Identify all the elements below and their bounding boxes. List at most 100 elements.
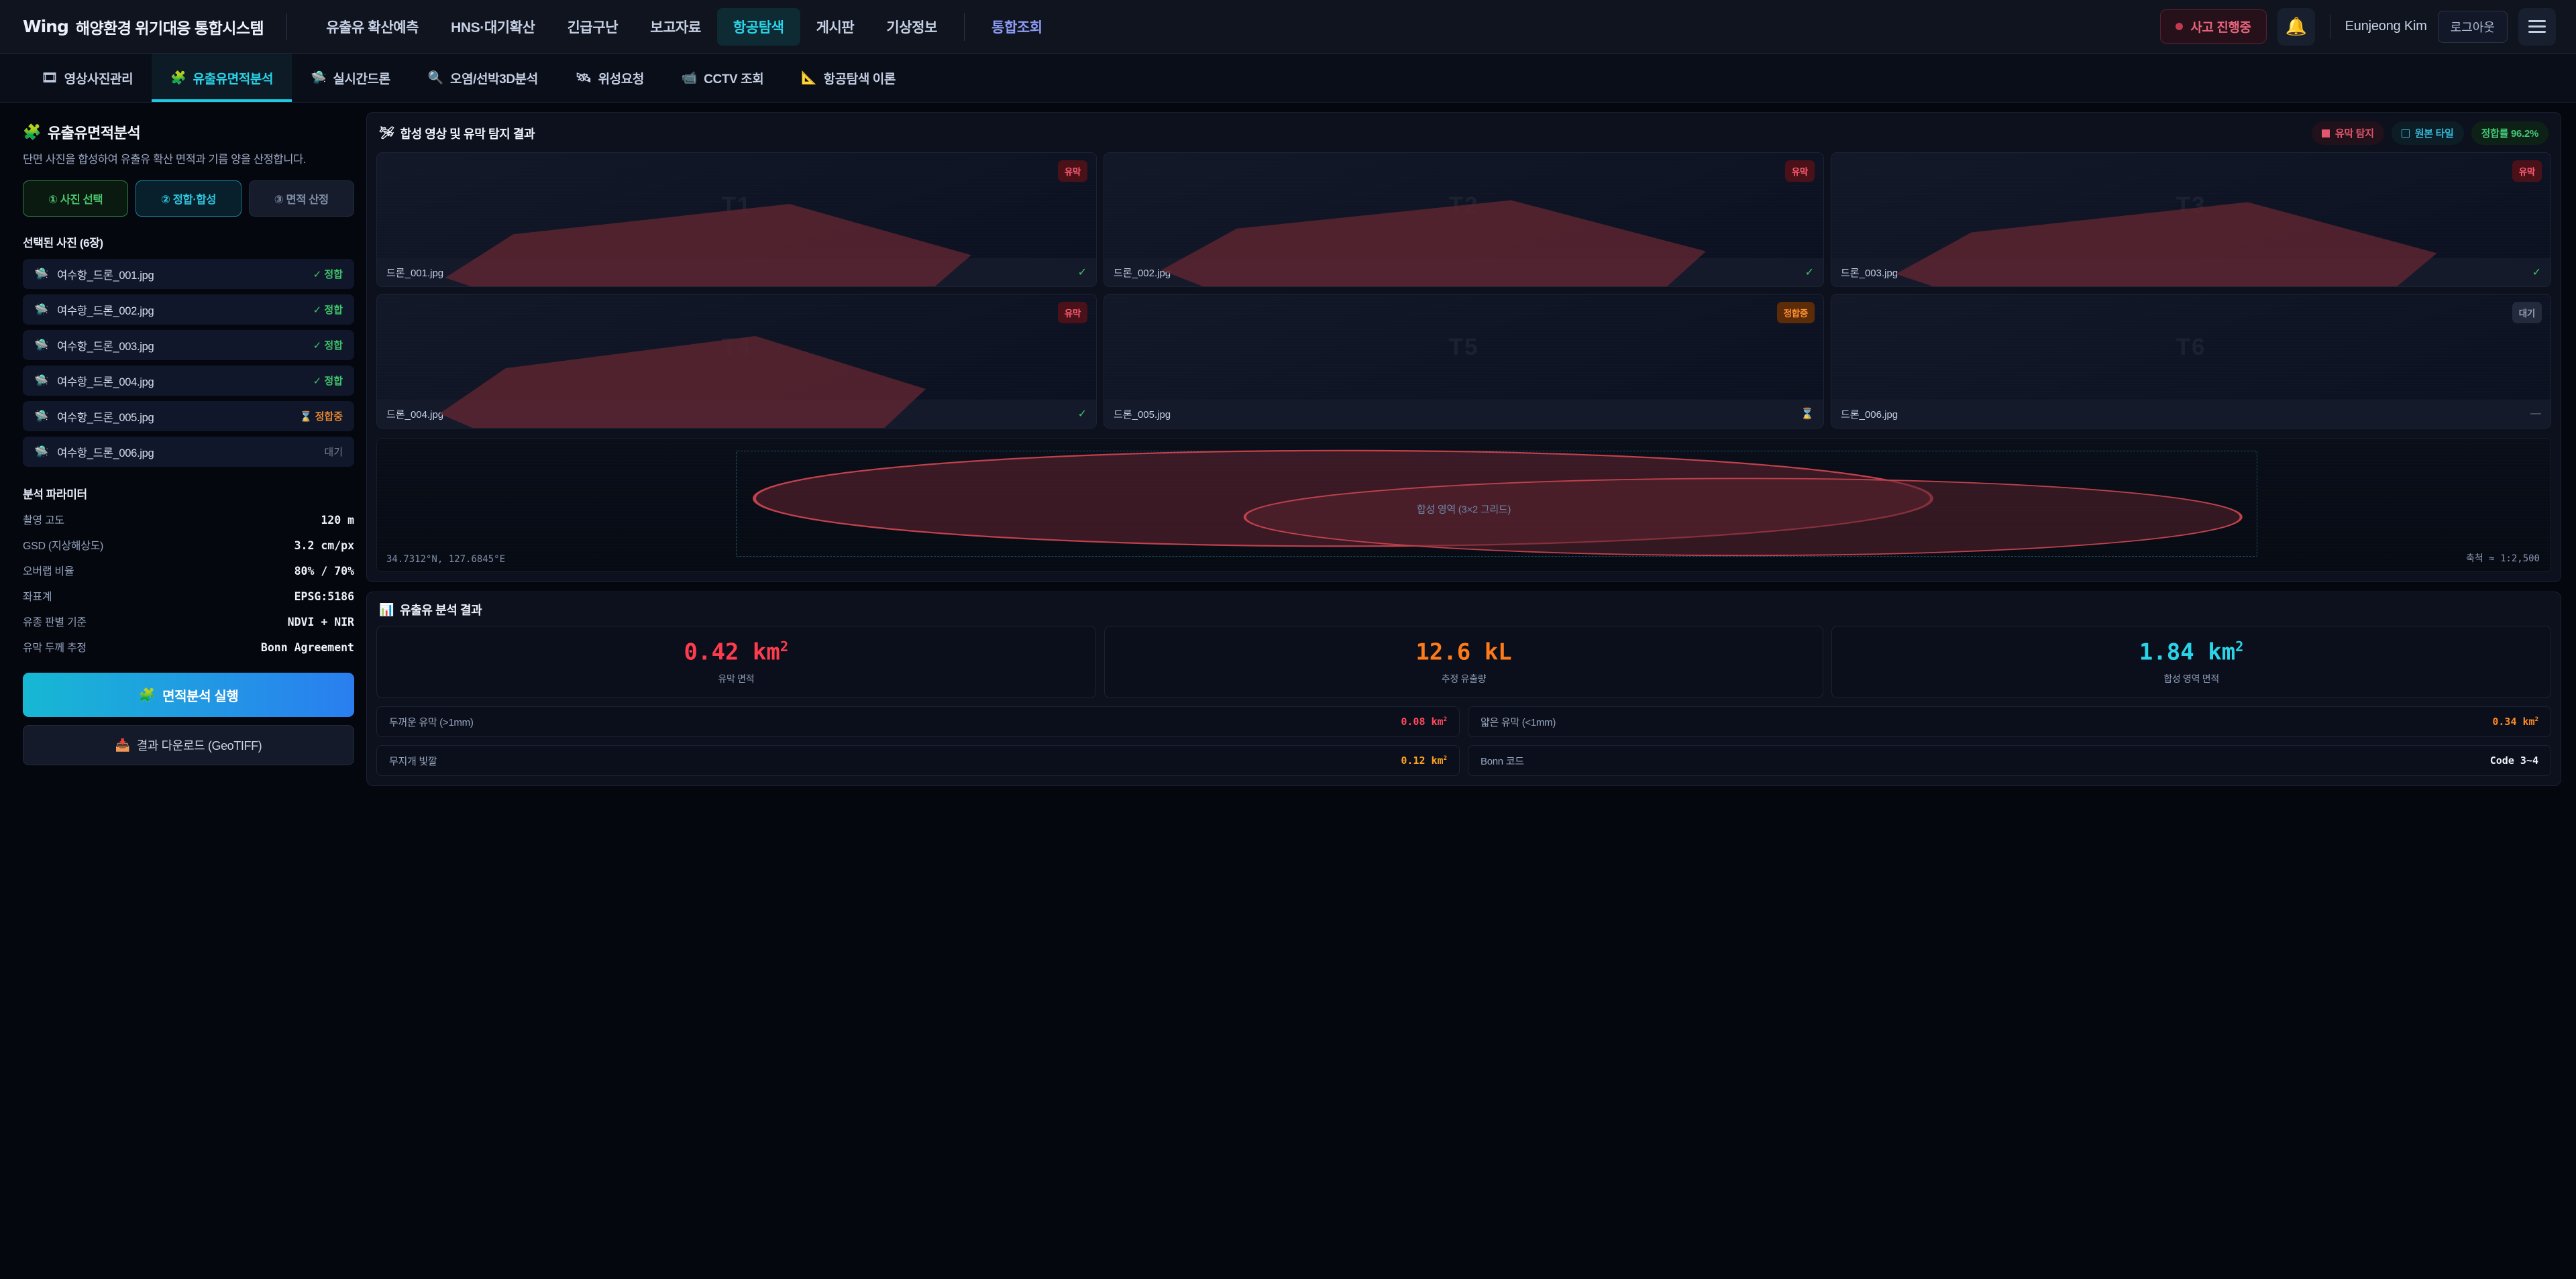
tile-t1[interactable]: T1 유막 드론_001.jpg ✓ xyxy=(376,152,1097,287)
metric-value: 12.6 kL xyxy=(1415,638,1512,666)
tab-spill-area-analysis[interactable]: 🧩 유출유면적분석 xyxy=(152,54,292,102)
run-area-analysis-button[interactable]: 🧩 면적분석 실행 xyxy=(23,673,354,717)
metric-exponent: 2 xyxy=(780,638,789,655)
left-panel: 🧩 유출유면적분석 단면 사진을 합성하여 유출유 확산 면적과 기름 양을 산… xyxy=(15,112,366,765)
step-align-merge[interactable]: ② 정합·합성 xyxy=(136,180,241,217)
tile-footer: 드론_005.jpg ⌛ xyxy=(1104,400,1823,428)
puzzle-icon: 🧩 xyxy=(23,123,41,140)
nav-item-integrated-search[interactable]: 통합조회 xyxy=(991,19,1042,36)
hamburger-menu-icon[interactable] xyxy=(2518,7,2556,46)
metric-number: 1.84 xyxy=(2139,638,2194,666)
photo-file-name: 여수항_드론_004.jpg xyxy=(57,376,154,388)
tab-label: 영상사진관리 xyxy=(64,72,133,87)
tab-cctv-search[interactable]: 📹 CCTV 조회 xyxy=(663,54,782,102)
tile-image: T4 유막 xyxy=(377,294,1096,428)
tab-pollution-ship-3d[interactable]: 🔍 오염/선박3D분석 xyxy=(409,54,557,102)
tile-t6[interactable]: T6 대기 드론_006.jpg — xyxy=(1831,294,2551,429)
tile-file-name: 드론_003.jpg xyxy=(1841,267,1898,279)
tile-file-name: 드론_001.jpg xyxy=(386,267,444,279)
incident-status-label: 사고 진행중 xyxy=(2190,21,2251,35)
bar-chart-icon: 📊 xyxy=(379,602,394,616)
metric-number: 0.42 xyxy=(684,638,739,666)
tile-t2[interactable]: T2 유막 드론_002.jpg ✓ xyxy=(1104,152,1824,287)
tile-status-badge: 유막 xyxy=(2512,160,2542,182)
composite-grid-box xyxy=(735,450,2257,557)
param-value: 80% / 70% xyxy=(294,565,354,577)
composite-map[interactable]: 합성 영역 (3×2 그리드) 34.7312°N, 127.6845°E 축척… xyxy=(376,438,2551,572)
nav-item-reports[interactable]: 보고자료 xyxy=(650,19,701,36)
detail-row-rainbow-sheen: 무지개 빛깔 0.12 km2 xyxy=(376,745,1460,776)
param-key: 유종 판별 기준 xyxy=(23,617,87,628)
detail-key: 무지개 빛깔 xyxy=(389,755,437,767)
param-key: GSD (지상해상도) xyxy=(23,541,104,552)
composite-card-header: 🛩 합성 영상 및 유막 탐지 결과 유막 탐지 원본 타일 정합률 96.2% xyxy=(367,113,2561,152)
tile-t5[interactable]: T5 정합중 드론_005.jpg ⌛ xyxy=(1104,294,1824,429)
nav-divider xyxy=(964,12,965,41)
nav-item-board[interactable]: 게시판 xyxy=(816,19,855,36)
nav-item-spill-prediction[interactable]: 유출유 확산예측 xyxy=(326,19,419,36)
param-value: 120 m xyxy=(321,514,354,526)
tab-aerial-search-theory[interactable]: 📐 항공탐색 이론 xyxy=(782,54,914,102)
tile-check-icon: ✓ xyxy=(1077,267,1087,278)
logout-button[interactable]: 로그아웃 xyxy=(2437,10,2508,43)
tile-image: T1 유막 xyxy=(377,153,1096,286)
composite-result-card: 🛩 합성 영상 및 유막 탐지 결과 유막 탐지 원본 타일 정합률 96.2% xyxy=(366,112,2561,582)
nav-item-weather[interactable]: 기상정보 xyxy=(886,19,938,36)
legend-chip-oil-detection[interactable]: 유막 탐지 xyxy=(2311,121,2384,145)
photo-file-name: 여수항_드론_006.jpg xyxy=(57,447,154,459)
step-area-calc[interactable]: ③ 면적 산정 xyxy=(248,180,354,217)
incident-status-badge[interactable]: 사고 진행중 xyxy=(2160,9,2267,44)
tile-status-badge: 대기 xyxy=(2512,302,2542,323)
metric-unit: kL xyxy=(1484,638,1512,666)
list-item[interactable]: 🛸 여수항_드론_005.jpg ⌛ 정합중 xyxy=(23,401,354,431)
chart-icon: 📐 xyxy=(801,71,817,85)
tile-status-badge: 유막 xyxy=(1057,160,1087,182)
step-indicator: ① 사진 선택 ② 정합·합성 ③ 면적 산정 xyxy=(23,180,354,217)
download-geotiff-button[interactable]: 📥 결과 다운로드 (GeoTIFF) xyxy=(23,725,354,765)
main-nav: 유출유 확산예측 HNS·대기확산 긴급구난 보고자료 항공탐색 게시판 기상정… xyxy=(310,7,1059,46)
photo-list: 🛸 여수항_드론_001.jpg ✓ 정합 🛸 여수항_드론_002.jpg ✓… xyxy=(23,259,354,467)
oil-polygon-icon xyxy=(445,204,971,286)
param-value: Bonn Agreement xyxy=(260,641,354,654)
tab-satellite-request[interactable]: 🛰 위성요청 xyxy=(557,54,663,102)
list-item[interactable]: 🛸 여수항_드론_001.jpg ✓ 정합 xyxy=(23,259,354,289)
film-icon: 🎞 xyxy=(42,71,58,85)
panel-description: 단면 사진을 합성하여 유출유 확산 면적과 기름 양을 산정합니다. xyxy=(23,154,306,166)
composite-card-title: 🛩 합성 영상 및 유막 탐지 결과 xyxy=(379,125,535,142)
tab-label: 항공탐색 이론 xyxy=(823,72,896,87)
drone-icon: 🛸 xyxy=(34,302,49,316)
nav-item-emergency-rescue[interactable]: 긴급구난 xyxy=(567,19,619,36)
legend-label: 원본 타일 xyxy=(2414,128,2454,140)
nav-item-hns-dispersion[interactable]: HNS·대기확산 xyxy=(451,19,535,36)
tile-t3[interactable]: T3 유막 드론_003.jpg ✓ xyxy=(1831,152,2551,287)
main-column: 🛩 합성 영상 및 유막 탐지 결과 유막 탐지 원본 타일 정합률 96.2% xyxy=(366,112,2561,786)
tile-check-icon: ✓ xyxy=(2532,267,2541,278)
detail-unit: km xyxy=(2522,716,2535,728)
list-item[interactable]: 🛸 여수항_드론_002.jpg ✓ 정합 xyxy=(23,294,354,325)
top-header: Wing 해양환경 위기대응 통합시스템 유출유 확산예측 HNS·대기확산 긴… xyxy=(0,0,2576,54)
tile-hourglass-icon: ⌛ xyxy=(1801,408,1814,420)
tile-t4[interactable]: T4 유막 드론_004.jpg ✓ xyxy=(376,294,1097,429)
nav-item-aerial-search[interactable]: 항공탐색 xyxy=(716,7,800,46)
tile-image: T2 유막 xyxy=(1104,153,1823,286)
notification-bell-icon[interactable]: 🔔 xyxy=(2277,7,2315,46)
param-row-thickness: 유막 두께 추정 Bonn Agreement xyxy=(23,638,354,655)
drone-icon: 🛸 xyxy=(34,409,49,423)
step-select-photos[interactable]: ① 사진 선택 xyxy=(23,180,129,217)
list-item[interactable]: 🛸 여수항_드론_006.jpg 대기 xyxy=(23,437,354,467)
detail-key: 두꺼운 유막 (>1mm) xyxy=(389,716,474,728)
param-row-crs: 좌표계 EPSG:5186 xyxy=(23,588,354,604)
app-title: 해양환경 위기대응 통합시스템 xyxy=(75,19,264,37)
detail-rows: 두꺼운 유막 (>1mm) 0.08 km2 얇은 유막 (<1mm) 0.34… xyxy=(367,698,2561,785)
tab-realtime-drone[interactable]: 🛸 실시간드론 xyxy=(292,54,409,102)
tile-file-name: 드론_004.jpg xyxy=(386,408,444,421)
list-item[interactable]: 🛸 여수항_드론_004.jpg ✓ 정합 xyxy=(23,366,354,396)
tab-image-photo-management[interactable]: 🎞 영상사진관리 xyxy=(23,54,152,102)
legend-chip-original-tile[interactable]: 원본 타일 xyxy=(2391,121,2464,145)
tile-swatch-icon xyxy=(2401,129,2410,137)
tab-label: 오염/선박3D분석 xyxy=(449,72,538,87)
detail-key: Bonn 코드 xyxy=(1481,755,1524,767)
detail-row-bonn-code: Bonn 코드 Code 3~4 xyxy=(1468,745,2551,776)
brand[interactable]: Wing 해양환경 위기대응 통합시스템 xyxy=(23,15,264,38)
list-item[interactable]: 🛸 여수항_드론_003.jpg ✓ 정합 xyxy=(23,330,354,360)
